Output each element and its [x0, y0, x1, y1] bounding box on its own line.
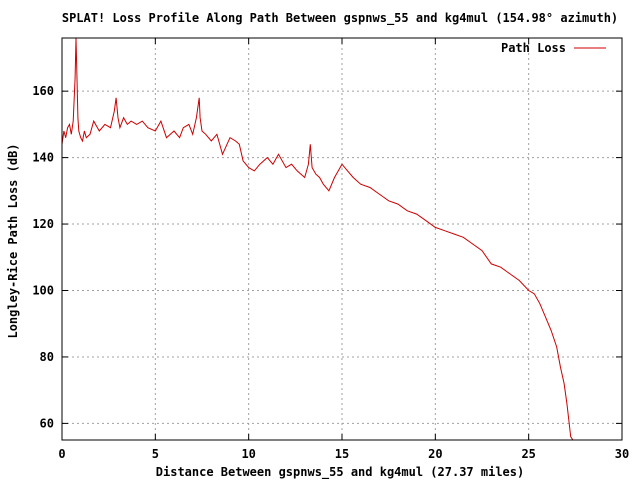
- y-tick-label: 100: [32, 283, 54, 297]
- x-tick-label: 25: [521, 447, 535, 461]
- legend: Path Loss: [501, 41, 606, 55]
- x-tick-label: 0: [58, 447, 65, 461]
- legend-label: Path Loss: [501, 41, 566, 55]
- x-tick-label: 10: [241, 447, 255, 461]
- y-axis-label: Longley-Rice Path Loss (dB): [6, 143, 20, 338]
- y-tick-label: 60: [40, 416, 54, 430]
- path-loss-line: [61, 37, 574, 441]
- chart-title: SPLAT! Loss Profile Along Path Between g…: [62, 11, 618, 26]
- grid-lines: [62, 38, 622, 440]
- x-axis-label: Distance Between gspnws_55 and kg4mul (2…: [156, 465, 524, 480]
- y-tick-label: 160: [32, 84, 54, 98]
- y-tick-label: 120: [32, 217, 54, 231]
- axis-tick-labels: 0 5 10 15 20 25 30 60 80 100 120 140 160: [32, 84, 629, 461]
- y-tick-label: 140: [32, 151, 54, 165]
- x-tick-label: 5: [152, 447, 159, 461]
- y-tick-label: 80: [40, 350, 54, 364]
- x-tick-label: 30: [615, 447, 629, 461]
- x-tick-label: 20: [428, 447, 442, 461]
- plot-area-frame: [61, 37, 623, 441]
- x-tick-label: 15: [335, 447, 349, 461]
